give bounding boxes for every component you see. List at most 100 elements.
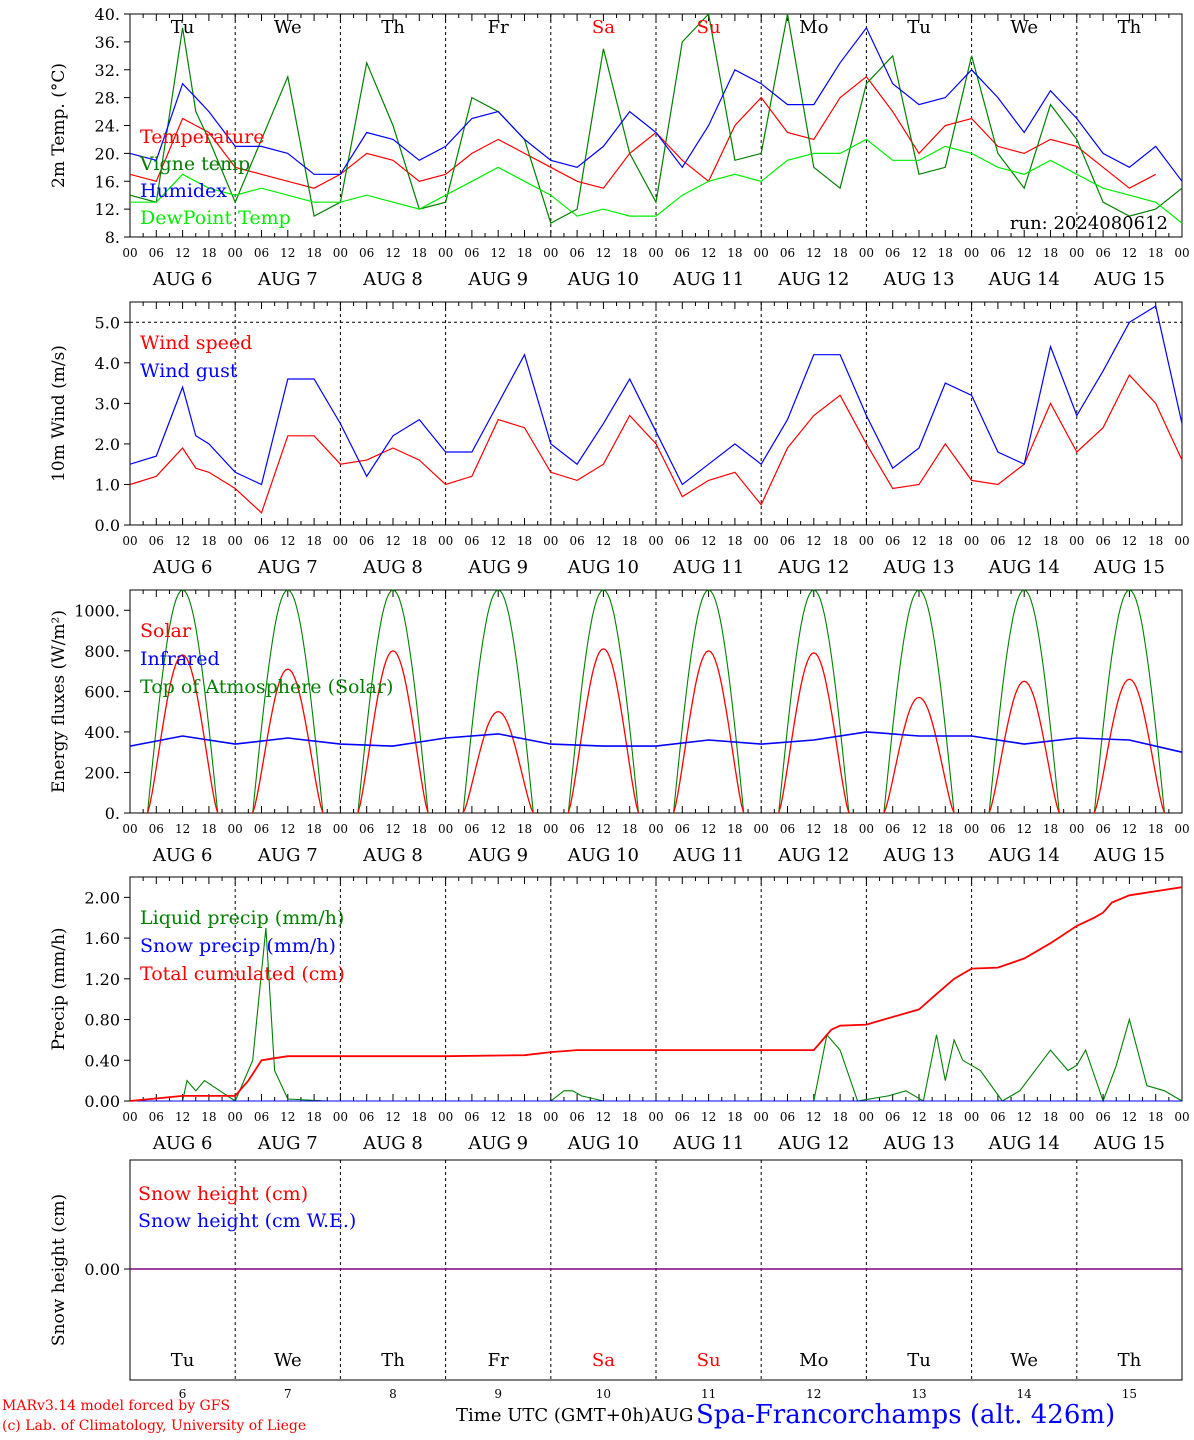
series-total-cumulated-cm- [129, 886, 1183, 1102]
hour-tick-label: 06 [359, 534, 374, 548]
hour-tick-label: 12 [1017, 246, 1032, 260]
y-tick-label: 0.40 [84, 1051, 120, 1070]
legend-snow-height-cm-w-e-: Snow height (cm W.E.) [138, 1210, 356, 1232]
hour-tick-label: 06 [675, 1110, 690, 1124]
y-tick-label: 32. [95, 61, 120, 80]
date-label: AUG 6 [152, 269, 213, 290]
hour-tick-label: 12 [385, 246, 400, 260]
y-tick-label: 24. [95, 117, 120, 136]
solar-day [252, 668, 324, 814]
hour-tick-label: 12 [911, 822, 926, 836]
temp-axis-label: 2m Temp. (°C) [49, 63, 69, 188]
legend-infrared: Infrared [140, 648, 220, 670]
hour-tick-label: 00 [543, 534, 558, 548]
day-number: 8 [389, 1387, 397, 1401]
weekday-label: Th [1118, 1350, 1142, 1371]
hour-tick-label: 12 [280, 822, 295, 836]
solar-day [883, 696, 955, 814]
hour-tick-label: 18 [1043, 246, 1058, 260]
toa-solar-day [357, 589, 429, 814]
hour-tick-label: 00 [333, 822, 348, 836]
hour-tick-label: 06 [464, 246, 479, 260]
weekday-label: Tu [171, 17, 195, 38]
date-label: AUG 8 [362, 845, 423, 866]
date-label: AUG 11 [672, 557, 744, 578]
hour-tick-label: 00 [754, 534, 769, 548]
hour-tick-label: 00 [228, 534, 243, 548]
date-label: AUG 7 [257, 269, 318, 290]
date-label: AUG 11 [672, 1133, 744, 1154]
hour-tick-label: 06 [149, 822, 164, 836]
panel-frame-2 [129, 589, 1183, 814]
panel-frame-0 [129, 13, 1183, 238]
hour-tick-label: 00 [754, 1110, 769, 1124]
hour-tick-label: 18 [412, 1110, 427, 1124]
legend-solar: Solar [140, 620, 192, 642]
date-label: AUG 9 [467, 557, 528, 578]
hour-tick-label: 18 [201, 534, 216, 548]
hour-tick-label: 06 [780, 246, 795, 260]
hour-tick-label: 12 [280, 246, 295, 260]
hour-tick-label: 18 [727, 822, 742, 836]
hour-tick-label: 00 [1174, 822, 1189, 836]
hour-tick-label: 18 [938, 246, 953, 260]
hour-tick-label: 18 [412, 534, 427, 548]
y-tick-label: 3.0 [95, 394, 120, 413]
hour-tick-label: 06 [990, 246, 1005, 260]
hour-tick-label: 00 [438, 246, 453, 260]
y-tick-label: 16. [95, 172, 120, 191]
hour-tick-label: 18 [1043, 1110, 1058, 1124]
date-label: AUG 13 [882, 269, 954, 290]
hour-tick-label: 00 [648, 822, 663, 836]
hour-tick-label: 06 [464, 822, 479, 836]
hour-tick-label: 00 [122, 1110, 137, 1124]
date-label: AUG 12 [777, 845, 849, 866]
hour-tick-label: 18 [938, 1110, 953, 1124]
hour-tick-label: 06 [1095, 1110, 1110, 1124]
hour-tick-label: 12 [385, 1110, 400, 1124]
hour-tick-label: 06 [569, 1110, 584, 1124]
y-tick-label: 4.0 [95, 354, 120, 373]
hour-tick-label: 18 [1148, 246, 1163, 260]
weekday-label: Sa [592, 1350, 615, 1371]
solar-day [988, 680, 1060, 814]
legend-liquid-precip-mm-h-: Liquid precip (mm/h) [140, 907, 344, 929]
hour-tick-label: 00 [859, 246, 874, 260]
hour-tick-label: 00 [1174, 1110, 1189, 1124]
hour-tick-label: 00 [228, 822, 243, 836]
day-number: 15 [1122, 1387, 1137, 1401]
hour-tick-label: 12 [175, 246, 190, 260]
hour-tick-label: 12 [1122, 822, 1137, 836]
date-label: AUG 15 [1093, 1133, 1165, 1154]
hour-tick-label: 18 [201, 822, 216, 836]
legend-top-of-atmosphere-solar-: Top of Atmosphere (Solar) [140, 676, 393, 698]
date-label: AUG 14 [988, 269, 1060, 290]
hour-tick-label: 18 [306, 534, 321, 548]
hour-tick-label: 18 [517, 1110, 532, 1124]
hour-tick-label: 18 [622, 1110, 637, 1124]
legend-humidex: Humidex [140, 180, 227, 202]
weekday-label: Sa [592, 17, 615, 38]
date-label: AUG 7 [257, 557, 318, 578]
hour-tick-label: 06 [149, 246, 164, 260]
hour-tick-label: 18 [306, 822, 321, 836]
hour-tick-label: 18 [727, 534, 742, 548]
y-tick-label: 2.00 [84, 888, 120, 907]
date-label: AUG 14 [988, 845, 1060, 866]
hour-tick-label: 12 [385, 822, 400, 836]
hour-tick-label: 00 [964, 246, 979, 260]
legend-total-cumulated-cm-: Total cumulated (cm) [140, 963, 345, 985]
hour-tick-label: 00 [964, 534, 979, 548]
hour-tick-label: 06 [990, 1110, 1005, 1124]
toa-solar-day [252, 589, 324, 814]
date-label: AUG 9 [467, 269, 528, 290]
hour-tick-label: 06 [780, 1110, 795, 1124]
hour-tick-label: 12 [1122, 534, 1137, 548]
hour-tick-label: 18 [517, 246, 532, 260]
hour-tick-label: 00 [333, 1110, 348, 1124]
weekday-label: Th [1118, 17, 1142, 38]
y-tick-label: 0.80 [84, 1011, 120, 1030]
hour-tick-label: 06 [254, 534, 269, 548]
date-label: AUG 12 [777, 557, 849, 578]
solar-day [462, 710, 534, 814]
